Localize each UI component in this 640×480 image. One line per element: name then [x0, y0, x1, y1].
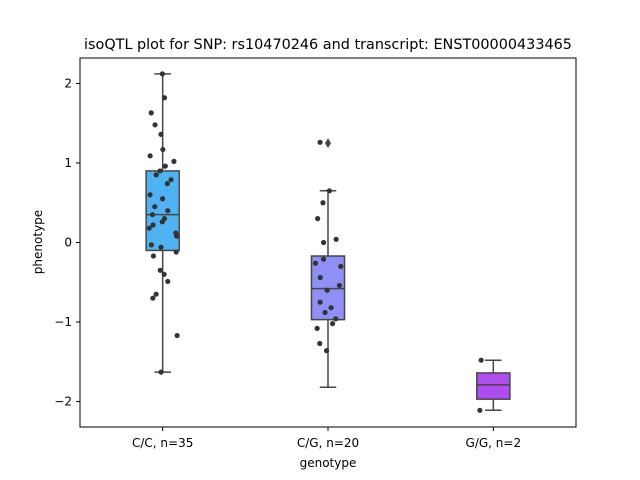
data-point [146, 225, 152, 231]
data-point [158, 131, 164, 137]
y-tick-label: 2 [64, 76, 72, 90]
data-point [317, 299, 323, 305]
data-point [153, 172, 159, 178]
data-point [168, 177, 174, 183]
data-point [322, 309, 328, 316]
data-point [174, 332, 180, 339]
data-point [160, 146, 166, 153]
x-tick-label: C/C, n=35 [132, 436, 193, 450]
data-point [173, 249, 179, 255]
data-point [161, 95, 168, 101]
data-point [320, 239, 327, 246]
data-point [323, 348, 330, 354]
data-point [174, 233, 180, 239]
data-point [148, 242, 154, 248]
data-point [314, 325, 320, 331]
data-point [160, 196, 166, 202]
data-point [324, 287, 330, 293]
y-tick-label: 1 [64, 156, 72, 170]
data-point [164, 181, 170, 187]
data-point [336, 282, 343, 289]
data-point [147, 192, 153, 198]
data-point [150, 295, 156, 301]
data-point [317, 340, 323, 347]
data-point [320, 256, 327, 262]
data-point [328, 305, 334, 311]
data-point [158, 244, 164, 250]
axes: −2 −1 0 1 2 C/C, n=35 C/G, n=20 G/G, n=2 [54, 76, 521, 450]
y-tick-label: −2 [54, 395, 72, 409]
box-0 [145, 170, 180, 252]
data-point [152, 204, 158, 210]
x-axis-label: genotype [300, 456, 357, 470]
data-point [159, 71, 165, 77]
data-point [161, 271, 167, 277]
x-tick-label: G/G, n=2 [466, 436, 522, 450]
box-2 [476, 372, 511, 400]
x-tick-label: C/G, n=20 [297, 436, 359, 450]
data-point [148, 110, 154, 116]
data-point [171, 158, 177, 164]
data-point [312, 260, 319, 266]
data-point [315, 216, 321, 222]
data-point [150, 222, 156, 228]
data-point [333, 236, 339, 242]
y-tick-label: −1 [54, 315, 72, 329]
data-point [147, 153, 153, 159]
data-point [477, 407, 483, 413]
chart-title: isoQTL plot for SNP: rs10470246 and tran… [84, 37, 572, 53]
data-point [149, 212, 156, 218]
data-point [159, 219, 165, 225]
data-point [329, 321, 336, 327]
outlier-marker [325, 138, 331, 149]
data-point [162, 163, 168, 169]
data-point [157, 168, 163, 174]
data-point [152, 122, 158, 128]
data-point [158, 369, 164, 375]
data-point [320, 200, 326, 206]
data-point [153, 291, 159, 297]
data-point [157, 267, 163, 273]
data-point [165, 278, 171, 285]
data-point [317, 139, 323, 145]
y-axis-label: phenotype [31, 210, 45, 274]
data-point [165, 208, 171, 214]
data-point [317, 274, 323, 281]
y-tick-label: 0 [64, 236, 72, 250]
plot-area [145, 71, 511, 413]
data-point [150, 253, 157, 259]
data-point [338, 263, 344, 269]
data-point [478, 357, 484, 363]
data-point [326, 188, 333, 194]
data-point [333, 316, 339, 322]
